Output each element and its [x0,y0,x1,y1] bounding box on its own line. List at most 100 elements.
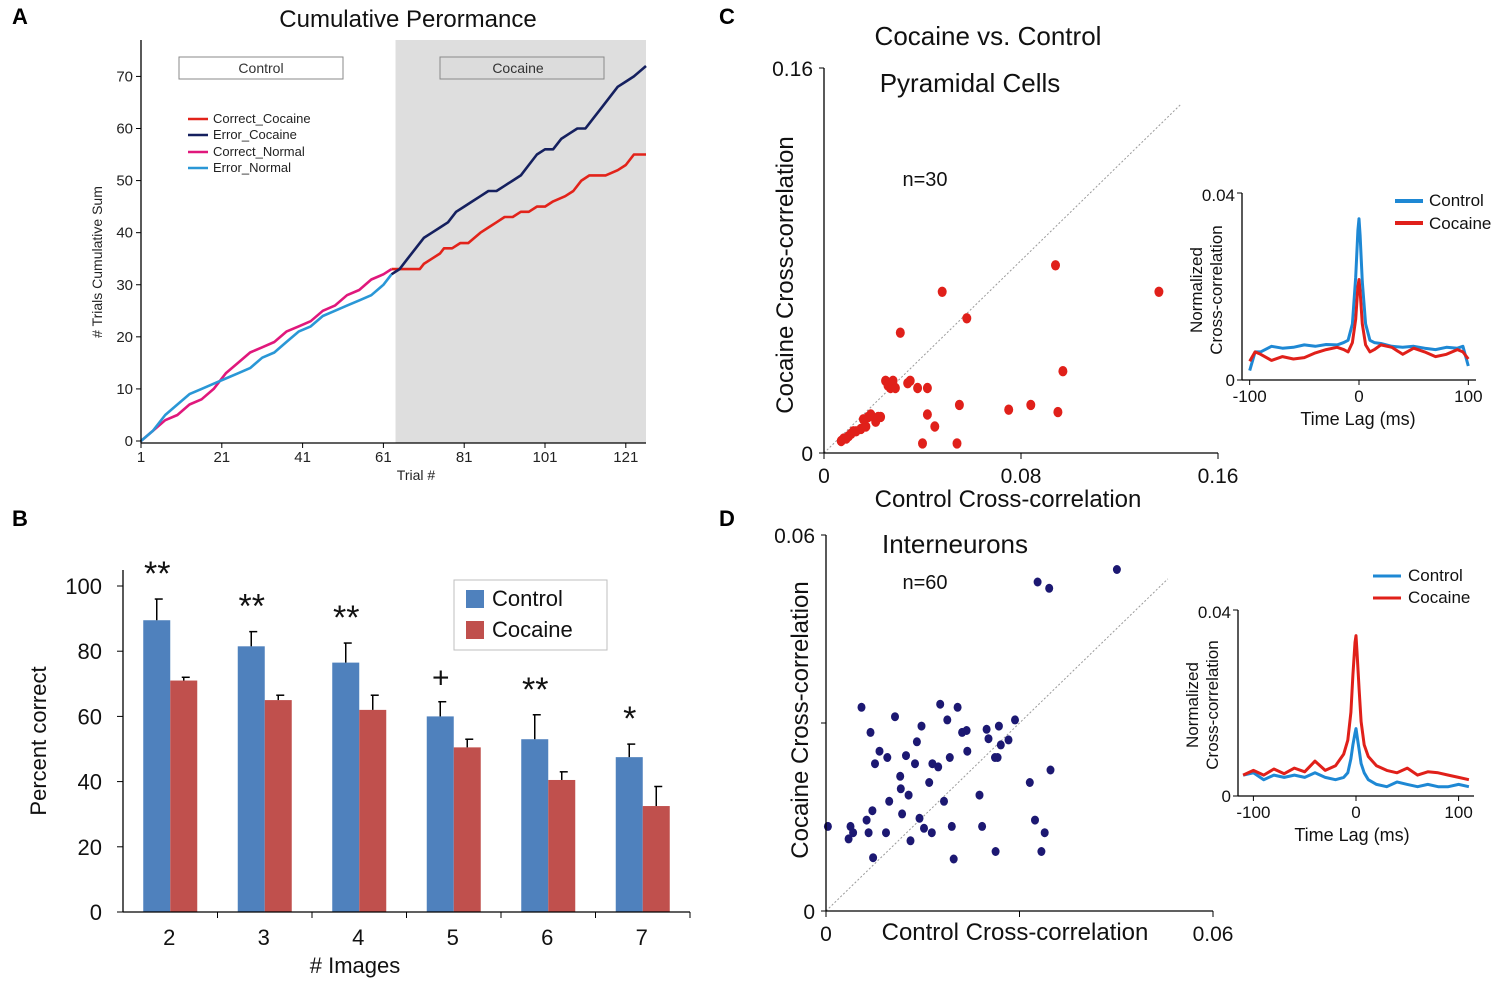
chart-b-xlabel: # Images [310,953,401,978]
panel-a: A Cumulative Perormance Control Cocaine … [12,4,647,483]
inset-ci-xtick-label-0: 0 [1354,387,1363,406]
chart-d-xtick-label-0: 0 [820,923,832,946]
chart-b-bars: **** **+ *** [143,555,670,912]
chart-d-axes-ticks: 0 0.06 0 0.06 [774,525,1233,946]
chart-d-point [994,721,1003,731]
inset-d-series [1242,634,1470,789]
chart-c-ytick-label-0: 0 [801,443,813,466]
inset-ci-line-control [1248,217,1470,372]
chart-d-title: Interneurons [882,529,1028,559]
inset-c-axes-ticks: 00.04-100 0 100 [1202,186,1483,406]
chart-d-point [943,715,952,725]
panel-c: C Cocaine vs. Control Pyramidal Cells n=… [719,4,1238,513]
chart-d-point [920,823,928,833]
panel-d-inset: 0 0.04 -100 0 100 Normalized Cross-correlati… [1183,566,1474,845]
significance-marker-4: ** [333,599,359,637]
panel-d: D Interneurons n=60 0 0.06 0 0.06 Cocaine C… [719,506,1233,946]
chart-a-xtick-label-101: 101 [532,449,557,466]
panel-c-inset: 00.04-100 0 100 Normalized Cross-correlati… [1187,186,1491,429]
chart-a-ytick-label-0: 0 [125,433,133,450]
chart-b-xtick-label-2: 2 [163,925,175,950]
legend-label-error-normal: Error_Normal [213,160,291,175]
chart-d-point [898,809,907,819]
chart-d-point [1045,583,1054,593]
chart-a-xtick-label-61: 61 [375,449,392,466]
chart-b-x-axis: 2 3 4 5 6 7 [163,912,691,950]
chart-c-point [861,421,871,432]
chart-b-ytick-label-100: 100 [65,574,102,599]
bar-cocaine-7 [642,806,670,912]
chart-d-point [1033,577,1042,587]
chart-d-point [866,727,875,737]
chart-c-ytick-label-0.16: 0.16 [772,58,813,81]
chart-d-point [864,828,873,838]
bar-cocaine-6 [548,779,576,912]
inset-d-ylabel-line1: Normalized [1183,662,1202,748]
significance-marker-2: ** [144,555,170,593]
chart-a-ytick-label-40: 40 [116,225,133,242]
chart-b-xtick-label-5: 5 [447,925,459,950]
inset-c-xlabel: Time Lag (ms) [1300,409,1415,429]
bar-control-6 [521,739,549,912]
inset-di-xtick-label--100: -100 [1236,803,1270,822]
chart-a-line-error-cocaine [390,65,647,276]
phase-label-cocaine-box [439,56,605,80]
chart-c-point [1058,366,1068,377]
panel-letter-b: B [12,506,28,531]
phase-label-cocaine: Cocaine [492,60,544,76]
chart-d-point [875,746,884,756]
chart-b-ytick-label-80: 80 [78,639,102,664]
chart-c-point [1026,399,1036,411]
chart-c-annotation: n=30 [902,169,947,191]
inset-d-axes-ticks: 0 0.04 -100 0 100 [1198,603,1473,822]
chart-d-ylabel: Cocaine Cross-correlation [787,581,814,858]
chart-c-suptitle: Cocaine vs. Control [875,21,1102,51]
inset-di-line-cocaine [1242,634,1470,782]
inset-ci-xtick-label-100: 100 [1454,387,1482,406]
inset-d-ylabel-line2: Cross-correlation [1203,640,1222,769]
inset-d-xlabel: Time Lag (ms) [1294,825,1409,845]
chart-d-point [896,771,905,781]
legend-swatch-cocaine [466,621,484,639]
chart-c-point [1004,404,1014,415]
bar-cocaine-2 [170,680,198,912]
inset-ci-xtick-label--100: -100 [1233,387,1267,406]
chart-c-point [954,399,964,411]
chart-d-point [953,702,962,712]
chart-b-legend: Control Cocaine [453,579,608,651]
chart-a-y-axis: 0 10 20 30 40 50 60 70 [116,68,141,450]
chart-c-title: Pyramidal Cells [880,68,1061,98]
chart-a-xtick-label-81: 81 [456,449,473,466]
chart-c-point [918,438,927,449]
chart-d-point [902,751,910,761]
chart-a-xtick-label-41: 41 [294,449,311,466]
chart-d-point [945,753,954,762]
chart-d-point [1004,735,1013,745]
chart-b-ylabel: Percent correct [26,666,51,815]
chart-a-series [140,65,647,442]
chart-b-xtick-label-7: 7 [636,925,648,950]
inset-ci-ytick-label-0: 0 [1226,371,1235,390]
chart-d-point [883,753,892,762]
phase-label-control: Control [238,60,283,76]
chart-a-x-axis: 1 21 41 61 81 101 121 [137,443,638,466]
inset-di-ytick-label-0.04: 0.04 [1198,603,1231,622]
chart-c-point [922,382,932,394]
chart-d-point [917,721,926,731]
chart-c-point [895,327,905,338]
chart-d-point [911,759,919,769]
bar-cocaine-5 [453,747,481,912]
inset-c-ylabel-line1: Normalized [1187,247,1206,333]
chart-d-point [947,821,956,831]
inset-d-legend-control: Control [1408,566,1463,585]
chart-d-point [891,712,899,722]
bar-control-4 [332,662,360,912]
chart-c-point [913,382,923,394]
chart-d-point [1037,847,1046,856]
chart-d-point [934,762,943,772]
chart-d-point [1011,715,1019,725]
significance-marker-5: + [432,662,450,695]
chart-d-point [940,796,948,806]
